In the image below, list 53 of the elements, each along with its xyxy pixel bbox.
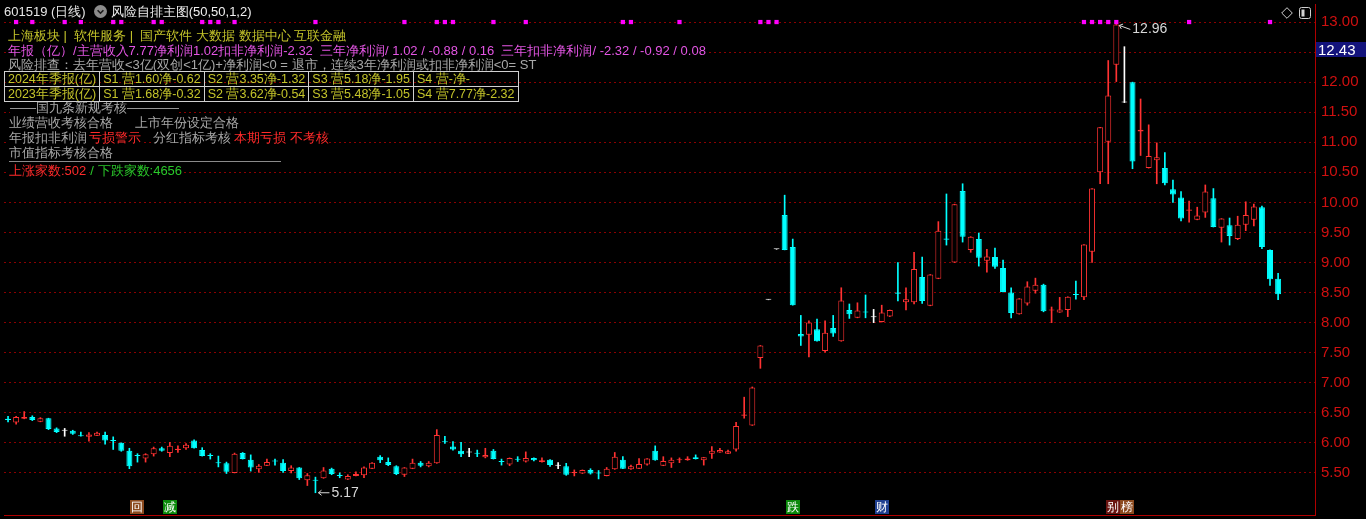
annotation: 别	[1106, 500, 1121, 514]
annotation: 榜	[1120, 500, 1135, 514]
y-tick-label: 10.50	[1321, 162, 1359, 180]
annotation: 分红指标考核	[153, 130, 231, 145]
annotation: S1 营1.60净-0.62	[99, 71, 205, 87]
annotation: 亏损警示	[89, 130, 141, 145]
y-tick-label: 6.50	[1321, 402, 1351, 420]
annotation: S3 营5.48净-1.05	[308, 86, 414, 102]
annotation: / 下跌家数:4656	[90, 163, 183, 178]
y-tick-label: 5.50	[1321, 463, 1351, 481]
candlestick	[1056, 297, 1063, 313]
annotation: 跌	[785, 500, 800, 514]
y-tick-label: 7.50	[1321, 342, 1351, 360]
annotation: 年报（亿）/主营收入7.77净利润1.02扣非净利润-2.32 三年净利润/ 1.02 / -0.88 / 0.16 三年扣非净利润/ -2.32 / -0.92 / 0.08	[8, 43, 706, 58]
annotation: 本期亏损 不考核	[234, 130, 329, 145]
candlestick	[983, 248, 990, 273]
annotation: 上市年份设定合格	[135, 115, 239, 130]
annotation: S1 营1.68净-0.32	[99, 86, 205, 102]
y-tick-label: 8.00	[1321, 312, 1351, 330]
y-tick-label: 13.00	[1321, 12, 1359, 30]
y-tick-label: 11.00	[1321, 132, 1358, 150]
chart-subtitle: 风险自排主图(50,50,1,2)	[110, 4, 252, 19]
annotation: 业绩营收考核合格	[9, 115, 113, 130]
annotation: S4 营7.77净-2.32	[413, 86, 519, 102]
candlestick	[1153, 142, 1160, 185]
y-tick-label: 9.50	[1321, 222, 1351, 240]
annotation: 市值指标考核合格	[9, 145, 113, 160]
text: 12.43	[1316, 41, 1366, 58]
y-tick-label: 12.00	[1321, 72, 1359, 90]
chart-title: 601519 (日线)	[4, 4, 86, 19]
y-tick-label: 7.00	[1321, 372, 1351, 390]
annotation: 年报扣非利润	[9, 130, 87, 145]
annotation: ——国九条新规考核————	[10, 100, 179, 115]
annotation: 财	[874, 500, 889, 514]
annotation: 上海板块 | 软件服务 | 国产软件 大数据 数据中心 互联金融	[8, 28, 347, 43]
annotation: S2 营3.62净-0.54	[204, 86, 309, 102]
candlestick	[903, 287, 909, 311]
annotation: 上涨家数:502	[9, 163, 87, 178]
annotation: 12.96	[1132, 20, 1168, 37]
y-tick-label: 11.50	[1321, 102, 1358, 120]
annotation: 5.17	[331, 483, 359, 500]
y-tick-label: 9.00	[1321, 252, 1351, 270]
annotation: 减	[162, 500, 177, 514]
candlestick	[708, 446, 715, 459]
annotation: S2 营3.35净-1.32	[204, 71, 309, 87]
annotation: S3 营5.18净-1.95	[308, 71, 414, 87]
annotation: 回	[130, 500, 145, 514]
annotation: 2024年季报(亿)	[4, 71, 100, 87]
y-tick-label: 10.00	[1321, 192, 1359, 210]
annotation: S4 营-净-	[413, 71, 519, 87]
annotation: 2023年季报(亿)	[4, 86, 100, 102]
y-tick-label: 6.00	[1321, 433, 1351, 450]
y-tick-label: 8.50	[1321, 282, 1351, 300]
